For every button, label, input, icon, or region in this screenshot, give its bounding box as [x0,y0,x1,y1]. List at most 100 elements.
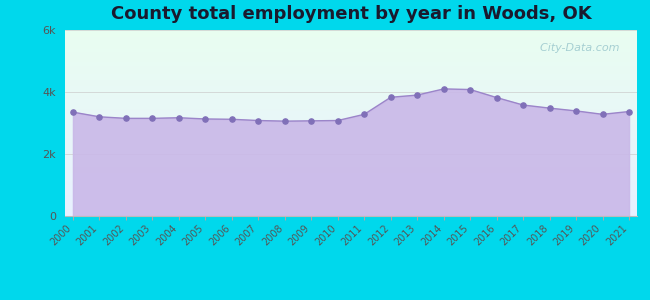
Bar [65,159,637,160]
Bar [65,96,637,97]
Bar [65,184,637,185]
Bar [65,130,637,131]
Bar [65,128,637,129]
Bar [65,169,637,170]
Bar [65,214,637,215]
Bar [65,172,637,173]
Bar [65,213,637,214]
Bar [65,33,637,34]
Bar [65,111,637,112]
Point [333,118,343,123]
Bar [65,120,637,121]
Bar [65,75,637,76]
Title: County total employment by year in Woods, OK: County total employment by year in Woods… [111,5,592,23]
Bar [65,112,637,113]
Bar [65,80,637,81]
Bar [65,188,637,189]
Bar [65,71,637,72]
Bar [65,54,637,55]
Bar [65,160,637,161]
Bar [65,65,637,66]
Bar [65,200,637,201]
Bar [65,154,637,155]
Bar [65,152,637,153]
Bar [65,202,637,203]
Bar [65,144,637,145]
Bar [65,176,637,177]
Point [624,109,634,114]
Bar [65,92,637,93]
Bar [65,183,637,184]
Bar [65,180,637,181]
Point [227,117,237,122]
Point [306,118,317,123]
Bar [65,164,637,165]
Bar [65,98,637,99]
Bar [65,199,637,200]
Bar [65,197,637,198]
Bar [65,101,637,102]
Bar [65,117,637,118]
Bar [65,48,637,49]
Bar [65,162,637,163]
Bar [65,118,637,119]
Bar [65,175,637,176]
Bar [65,179,637,180]
Bar [65,196,637,197]
Bar [65,174,637,175]
Bar [65,77,637,78]
Bar [65,37,637,38]
Bar [65,142,637,143]
Point [121,116,131,121]
Bar [65,185,637,186]
Bar [65,61,637,63]
Bar [65,157,637,158]
Bar [65,38,637,39]
Point [491,95,502,100]
Bar [65,89,637,90]
Bar [65,205,637,206]
Bar [65,204,637,205]
Bar [65,145,637,146]
Bar [65,42,637,43]
Bar [65,212,637,213]
Bar [65,106,637,107]
Bar [65,178,637,179]
Bar [65,132,637,133]
Bar [65,149,637,150]
Bar [65,60,637,61]
Point [174,115,184,120]
Bar [65,69,637,70]
Bar [65,43,637,44]
Bar [65,58,637,59]
Bar [65,97,637,98]
Bar [65,47,637,48]
Bar [65,36,637,37]
Bar [65,108,637,109]
Bar [65,45,637,46]
Bar [65,64,637,65]
Bar [65,82,637,83]
Bar [65,168,637,169]
Bar [65,135,637,136]
Bar [65,87,637,88]
Bar [65,123,637,124]
Point [147,116,157,121]
Bar [65,73,637,74]
Bar [65,143,637,144]
Bar [65,90,637,92]
Point [68,110,78,115]
Bar [65,93,637,94]
Bar [65,207,637,208]
Bar [65,134,637,135]
Bar [65,86,637,87]
Bar [65,78,637,79]
Bar [65,146,637,147]
Bar [65,114,637,115]
Bar [65,163,637,164]
Bar [65,122,637,123]
Bar [65,102,637,103]
Bar [65,209,637,210]
Bar [65,173,637,174]
Bar [65,141,637,142]
